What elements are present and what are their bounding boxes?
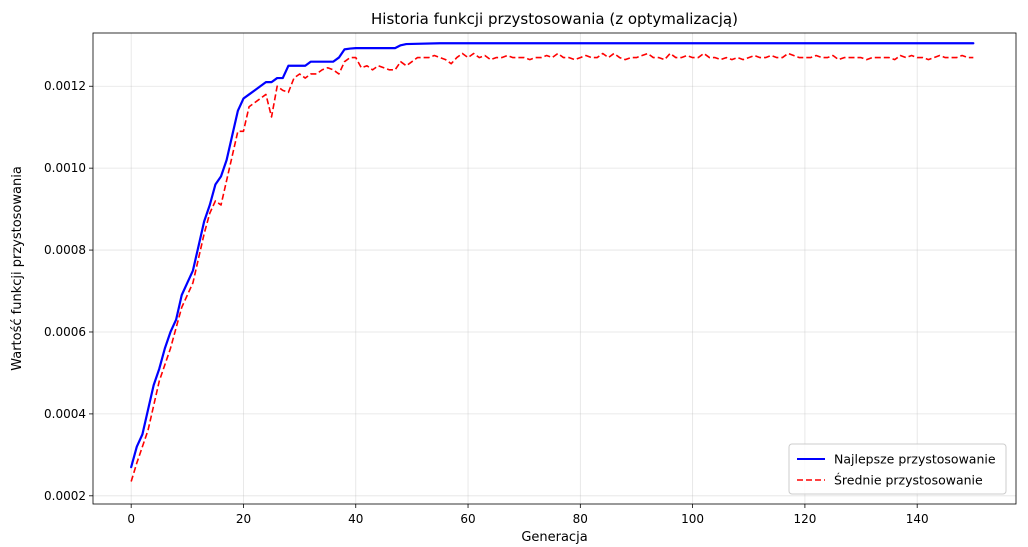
- x-tick-label: 60: [460, 512, 475, 526]
- x-axis-label: Generacja: [521, 530, 587, 545]
- y-tick-label: 0.0004: [44, 407, 86, 421]
- x-tick-label: 140: [906, 512, 929, 526]
- y-tick-label: 0.0006: [44, 325, 86, 339]
- x-tick-label: 0: [127, 512, 135, 526]
- legend-label-best: Najlepsze przystosowanie: [834, 452, 996, 467]
- y-axis-label: Wartość funkcji przystosowania: [10, 166, 25, 371]
- series-group: [130, 42, 975, 482]
- axis-ticks: 0 20 40 60 80 100 120 140 0.0002 0.0004 0.0006 0.00…: [44, 79, 929, 526]
- grid: [93, 33, 1016, 504]
- x-tick-label: 40: [348, 512, 363, 526]
- y-tick-label: 0.0010: [44, 161, 86, 175]
- y-tick-label: 0.0008: [44, 243, 86, 257]
- x-tick-label: 100: [681, 512, 704, 526]
- legend-label-average: Średnie przystosowanie: [834, 473, 983, 488]
- legend: Najlepsze przystosowanie Średnie przysto…: [788, 443, 1007, 495]
- y-tick-label: 0.0012: [44, 79, 86, 93]
- y-tick-label: 0.0002: [44, 489, 86, 503]
- series-line-average: [130, 52, 974, 482]
- legend-box: [788, 443, 1007, 495]
- x-tick-label: 120: [793, 512, 816, 526]
- series-line-best: [130, 42, 975, 469]
- x-tick-label: 20: [236, 512, 251, 526]
- x-tick-label: 80: [573, 512, 588, 526]
- plot-frame: [92, 32, 1017, 505]
- chart-title: Historia funkcji przystosowania (z optym…: [371, 10, 738, 28]
